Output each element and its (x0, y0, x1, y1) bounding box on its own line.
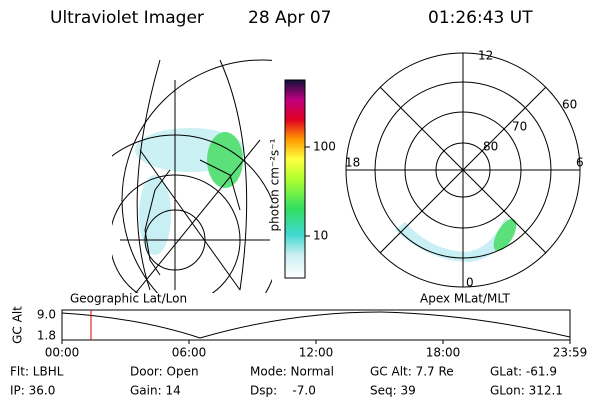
colorbar-tick-label: 10 (313, 229, 328, 243)
instrument: Ultraviolet Imager (50, 8, 204, 28)
time: 01:26:43 UT (428, 8, 533, 28)
colorbar-tick-label: 100 (313, 140, 336, 154)
status-field: GLat: -61.9 (490, 365, 557, 379)
geographic-map (112, 59, 272, 293)
x-tick-label: 18:00 (426, 346, 461, 360)
status-field: GC Alt: 7.7 Re (370, 365, 454, 379)
status-field: Seq: 39 (370, 384, 416, 398)
panel-title: Apex MLat/MLT (420, 292, 510, 306)
x-tick-label: 00:00 (45, 346, 80, 360)
altitude-curve (61, 311, 571, 339)
lat-label: 60 (562, 98, 577, 112)
mlt-label: 12 (478, 49, 493, 63)
mlt-label: 18 (345, 156, 360, 170)
colorbar (284, 79, 306, 279)
date: 28 Apr 07 (248, 8, 331, 28)
status-field: Mode: Normal (250, 365, 334, 379)
status-field: Dsp: -7.0 (250, 384, 316, 398)
x-tick-label: 23:59 (553, 346, 588, 360)
polar-plot (345, 52, 581, 288)
status-field: GLon: 312.1 (490, 384, 563, 398)
lat-label: 70 (512, 120, 527, 134)
y-tick-label: 9.0 (37, 308, 56, 322)
y-tick-label: 1.8 (37, 329, 56, 343)
status-field: Door: Open (130, 365, 199, 379)
status-field: IP: 36.0 (10, 384, 55, 398)
panel-title: Geographic Lat/Lon (70, 292, 187, 306)
x-tick-label: 06:00 (172, 346, 207, 360)
mlt-label: 6 (576, 156, 584, 170)
status-field: Gain: 14 (130, 384, 181, 398)
lat-label: 80 (483, 140, 498, 154)
y-axis-label: GC Alt (11, 306, 25, 344)
mlt-label: 0 (466, 276, 474, 290)
altitude-panel (61, 309, 571, 341)
colorbar-label: photon cm⁻²s⁻¹ (268, 138, 282, 231)
x-tick-label: 12:00 (299, 346, 334, 360)
status-field: Flt: LBHL (10, 365, 64, 379)
